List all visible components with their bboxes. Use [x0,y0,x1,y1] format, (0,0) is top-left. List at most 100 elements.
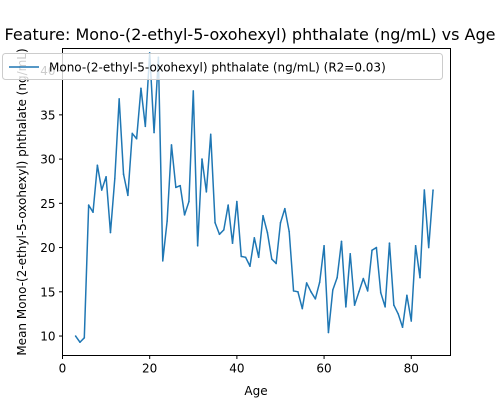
data-point [432,189,434,191]
data-point [114,177,116,180]
plot-frame [62,48,451,356]
data-point [127,194,129,197]
data-point [223,229,225,231]
data-point [345,306,347,308]
data-point [87,204,90,206]
data-point [209,133,212,136]
data-point [118,98,120,100]
data-point [358,291,360,293]
data-point [79,341,81,344]
data-point [257,256,260,259]
legend: Mono-(2-ethyl-5-oxohexyl) phthalate (ng/… [2,53,443,80]
legend-box [2,53,443,80]
data-point [205,191,208,193]
data-point [331,289,334,291]
data-point [170,144,173,146]
data-point [105,175,107,178]
data-point [135,137,138,140]
data-point [240,255,243,258]
data-point [375,246,378,249]
data-point [218,233,221,236]
data-point [131,132,134,135]
data-point [292,290,295,292]
data-point [244,256,247,259]
x-axis-ticks: 0 20 40 60 80 [59,355,419,376]
data-point [323,244,325,247]
y-tick-label: 15 [40,285,55,299]
data-point [92,211,94,213]
data-point [327,331,330,334]
data-point [100,189,103,191]
data-point [362,277,365,280]
data-point [388,242,391,244]
data-point [188,200,190,203]
data-point [366,290,369,292]
data-point [192,90,195,92]
data-point [214,221,216,224]
data-point [379,291,382,294]
data-point [349,252,352,255]
data-point [231,242,234,244]
y-tick-label: 10 [40,330,55,344]
y-axis-label: Mean Mono-(2-ethyl-5-oxohexyl) phthalate… [15,48,29,355]
y-tick-label: 30 [40,153,55,167]
x-tick-label: 60 [316,362,331,376]
data-point [179,184,182,187]
data-point [249,265,251,267]
data-point [397,313,399,315]
data-point [336,276,338,279]
data-point [183,214,186,216]
data-point [406,294,408,297]
data-point [96,164,99,167]
data-point [410,320,413,322]
y-tick-label: 35 [40,108,55,122]
data-point [175,186,177,189]
series-group [74,52,434,344]
data-point [166,220,168,222]
data-point [109,231,112,234]
data-point [305,282,308,284]
data-point [140,87,142,90]
data-point [253,237,256,239]
x-tick-label: 80 [404,362,419,376]
data-point [301,307,304,310]
x-axis-label: Age [244,384,267,398]
data-point [236,200,238,203]
data-point [122,173,125,175]
data-point [414,244,417,247]
data-point [284,207,286,210]
data-point [384,306,386,308]
data-point [393,304,395,306]
y-tick-label: 20 [40,241,55,255]
data-point [83,337,86,339]
data-point [74,335,77,337]
data-point [153,131,155,134]
data-point [371,249,373,252]
chart-title: Feature: Mono-(2-ethyl-5-oxohexyl) phtha… [5,25,496,44]
data-point [310,291,312,293]
x-tick-label: 0 [59,362,67,376]
data-point [196,244,199,247]
data-point [314,298,317,300]
data-point [297,291,299,293]
data-point [227,204,229,206]
data-point [262,214,264,217]
data-point [401,326,404,328]
data-point [275,262,277,265]
data-point [279,221,282,224]
data-point [288,230,291,233]
legend-label: Mono-(2-ethyl-5-oxohexyl) phthalate (ng/… [49,61,386,75]
data-point [201,158,203,160]
data-point [419,276,421,279]
x-tick-label: 20 [142,362,157,376]
data-point [340,240,343,243]
data-point [161,260,164,262]
y-tick-label: 25 [40,197,55,211]
data-point [427,246,430,249]
data-point [144,125,147,128]
data-point [318,281,321,283]
data-point [270,258,273,260]
x-tick-label: 40 [229,362,244,376]
data-point [353,304,356,306]
